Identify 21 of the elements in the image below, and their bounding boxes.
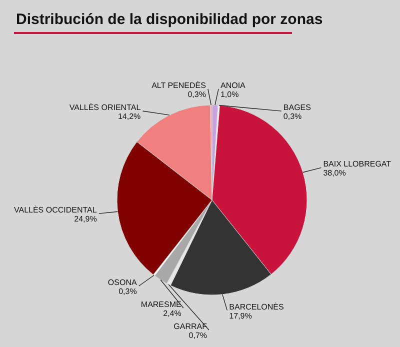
chart-title: Distribución de la disponibilidad por zonas	[16, 11, 323, 28]
slice-label: BAIX LLOBREGAT	[323, 160, 392, 169]
data-label: 38,0%	[323, 168, 346, 178]
data-label: 0,3%	[118, 287, 137, 296]
slice-label: MARESME	[140, 300, 182, 309]
data-label: 1,0%	[220, 90, 239, 100]
data-label: 17,9%	[229, 311, 252, 320]
slice-label: GARRAF	[174, 322, 208, 331]
slice-label: VALLÈS ORIENTAL	[69, 103, 142, 112]
slice-label: BARCELONÈS	[229, 302, 284, 312]
data-label: 14,2%	[118, 112, 141, 122]
data-label: 0,7%	[188, 331, 207, 340]
slice-label: BAGES	[283, 103, 311, 112]
data-label: 0,3%	[188, 90, 206, 100]
slice-label: VALLÈS OCCIDENTAL	[14, 206, 98, 215]
slice-label: ANOIA	[220, 81, 246, 90]
data-label: 2,4%	[163, 309, 182, 318]
data-label: 0,3%	[283, 112, 302, 122]
slice-label: ALT PENEDÈS	[152, 81, 206, 90]
data-label: 24,9%	[74, 214, 97, 224]
slice-label: OSONA	[108, 278, 138, 287]
